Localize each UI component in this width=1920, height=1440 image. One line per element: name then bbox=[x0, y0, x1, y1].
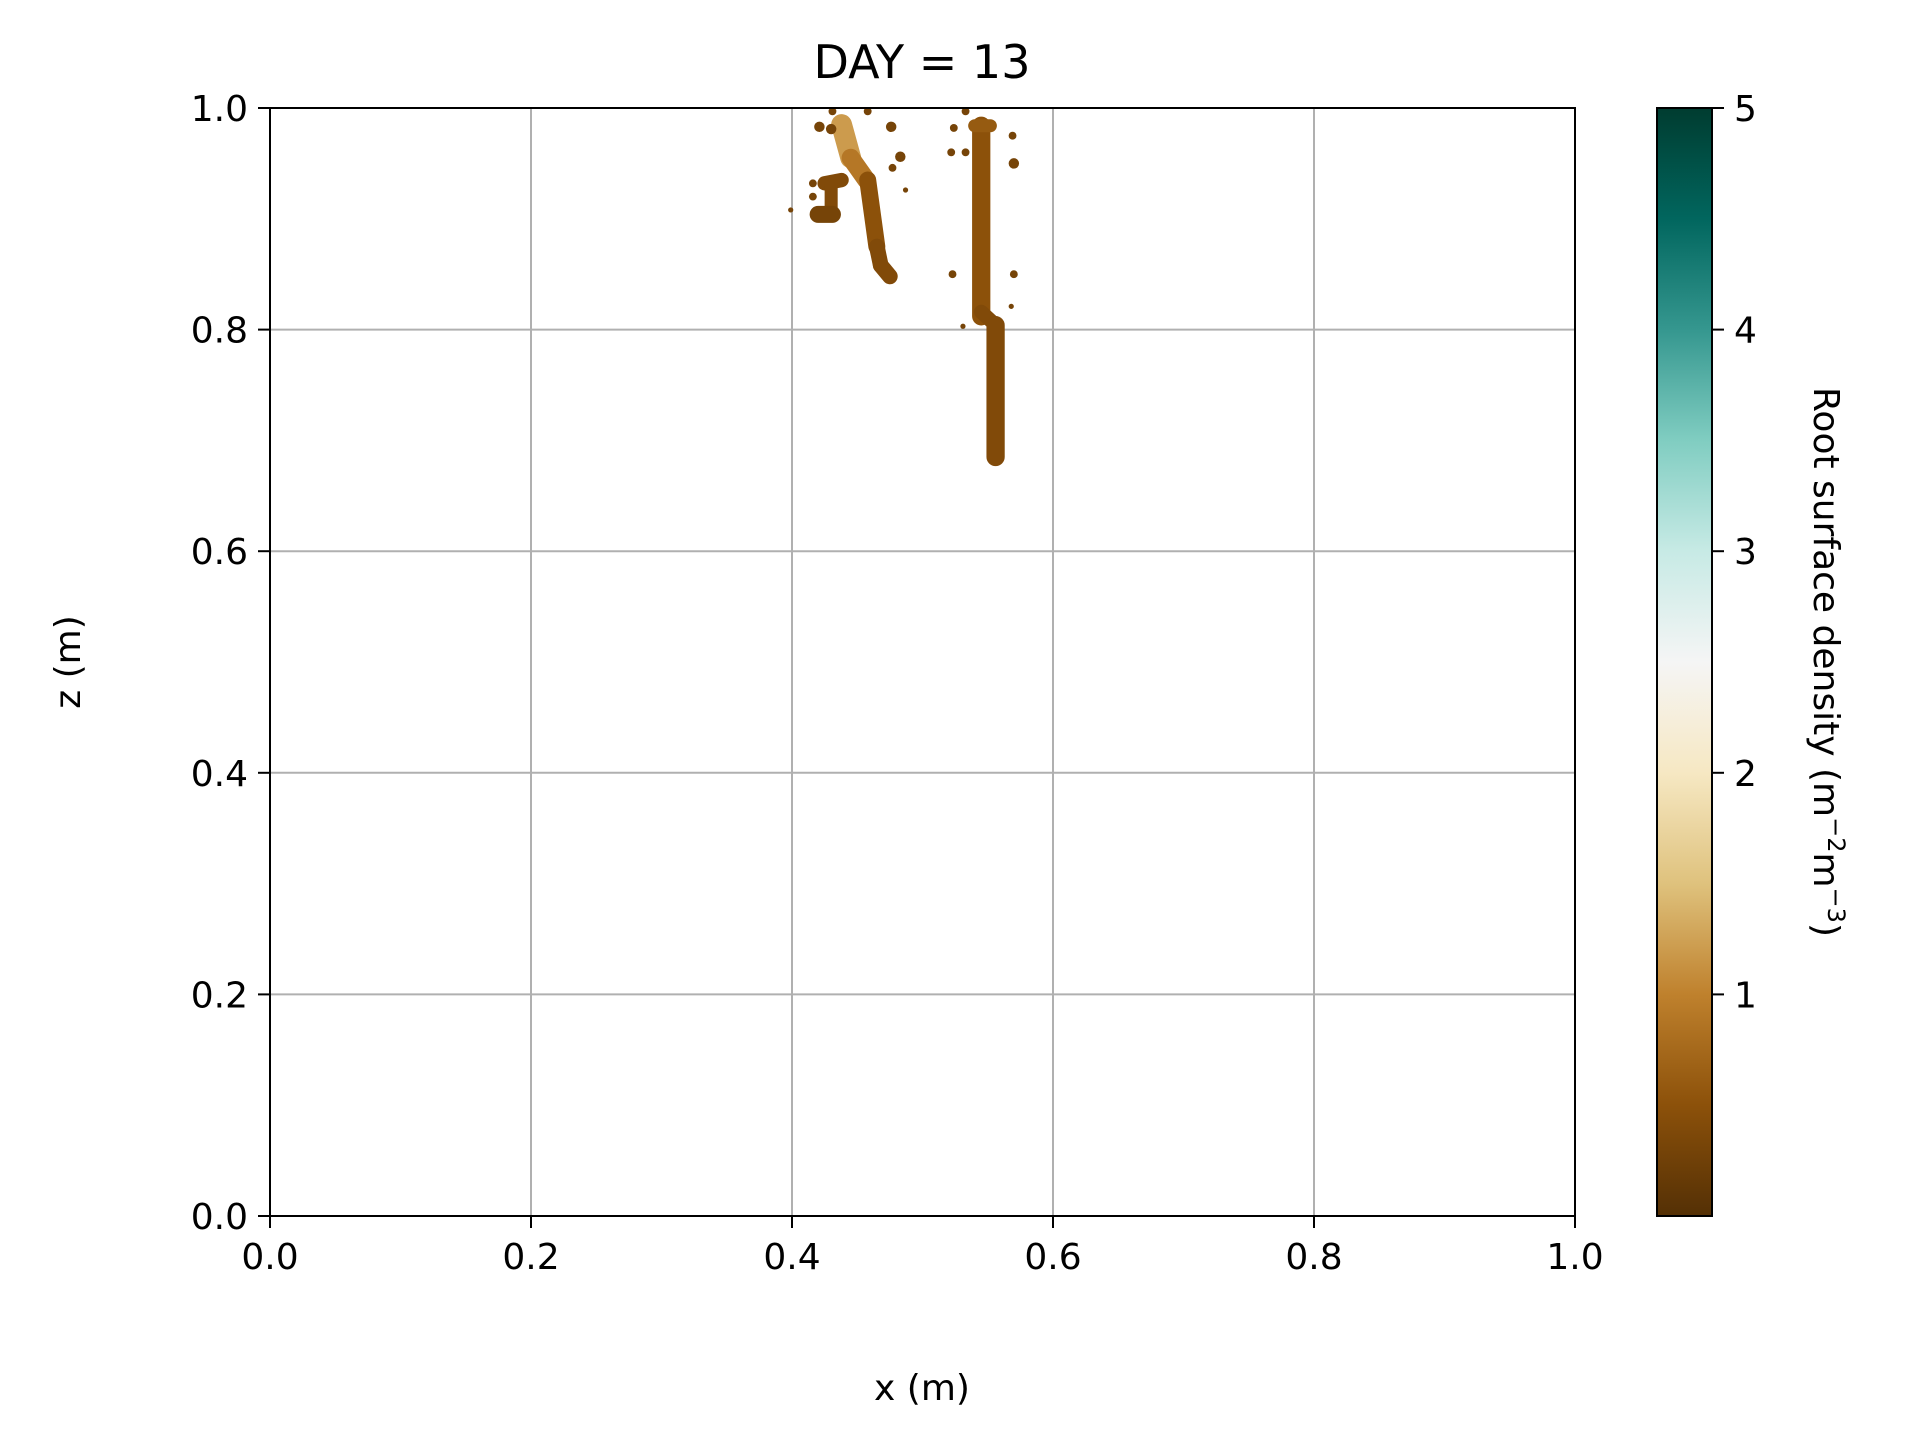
root-patch bbox=[947, 148, 956, 157]
y-tick-label: 0.4 bbox=[191, 754, 248, 795]
root-patch bbox=[961, 108, 970, 116]
root-patch bbox=[885, 121, 897, 133]
root-patch bbox=[814, 121, 825, 133]
root-patch bbox=[948, 270, 957, 279]
colorbar-tick-label: 1 bbox=[1734, 975, 1757, 1016]
chart-title: DAY = 13 bbox=[814, 35, 1031, 89]
colorbar-label-base: Root surface density (m bbox=[1805, 387, 1846, 817]
colorbar-label-exp-2: −3 bbox=[1822, 888, 1850, 923]
colorbar-label-end: ) bbox=[1805, 923, 1846, 937]
x-tick-label: 0.6 bbox=[1024, 1237, 1081, 1278]
root-patch bbox=[788, 207, 794, 213]
x-tick-label: 0.2 bbox=[502, 1237, 559, 1278]
colorbar-tick-label: 3 bbox=[1734, 532, 1757, 573]
plot-frame bbox=[269, 107, 1576, 1217]
y-axis: 0.0 0.2 0.4 0.6 0.8 1.0 bbox=[191, 89, 270, 1238]
root-patch bbox=[808, 192, 817, 201]
colorbar-tick-label: 5 bbox=[1734, 89, 1757, 130]
colorbar-tick-label: 2 bbox=[1734, 754, 1757, 795]
root-patch bbox=[1009, 270, 1018, 279]
x-tick-label: 0.0 bbox=[241, 1237, 298, 1278]
root-patch bbox=[949, 124, 958, 132]
root-patch bbox=[902, 187, 909, 193]
x-axis-label: x (m) bbox=[874, 1368, 970, 1409]
root-patch bbox=[960, 323, 966, 329]
root-patch bbox=[1008, 158, 1020, 169]
colorbar-label: Root surface density (m−2m−3) bbox=[1805, 387, 1850, 937]
colorbar-label-exp-1: −2 bbox=[1822, 817, 1850, 852]
x-tick-label: 0.4 bbox=[763, 1237, 820, 1278]
colorbar-ticks: 1 2 3 4 5 bbox=[1712, 89, 1757, 1016]
x-axis: 0.0 0.2 0.4 0.6 0.8 1.0 bbox=[241, 1216, 1604, 1278]
y-tick-label: 0.6 bbox=[191, 532, 248, 573]
grid bbox=[270, 108, 1575, 1216]
y-axis-label: z (m) bbox=[48, 615, 89, 709]
y-tick-label: 0.8 bbox=[191, 311, 248, 352]
root-patch bbox=[895, 151, 906, 162]
root-segment bbox=[872, 257, 898, 285]
colorbar-gradient bbox=[1656, 107, 1713, 1217]
root-patch bbox=[888, 163, 897, 172]
colorbar-tick-label: 4 bbox=[1734, 311, 1757, 352]
y-tick-label: 0.2 bbox=[191, 975, 248, 1016]
root-patch bbox=[1008, 303, 1014, 309]
colorbar: 1 2 3 4 5 Root surface density (m−2m−3) bbox=[1656, 89, 1850, 1217]
root-density-field bbox=[788, 108, 1020, 467]
x-tick-label: 0.8 bbox=[1285, 1237, 1342, 1278]
root-patch bbox=[828, 108, 837, 116]
y-tick-label: 0.0 bbox=[191, 1197, 248, 1238]
y-tick-label: 1.0 bbox=[191, 89, 248, 130]
x-tick-label: 1.0 bbox=[1546, 1237, 1603, 1278]
root-patch bbox=[961, 148, 970, 157]
colorbar-label-mid: m bbox=[1805, 852, 1846, 887]
root-patch bbox=[808, 179, 817, 188]
root-patch bbox=[825, 123, 837, 135]
root-segment bbox=[859, 171, 886, 255]
root-patch bbox=[863, 108, 872, 116]
root-patch bbox=[1008, 131, 1017, 140]
